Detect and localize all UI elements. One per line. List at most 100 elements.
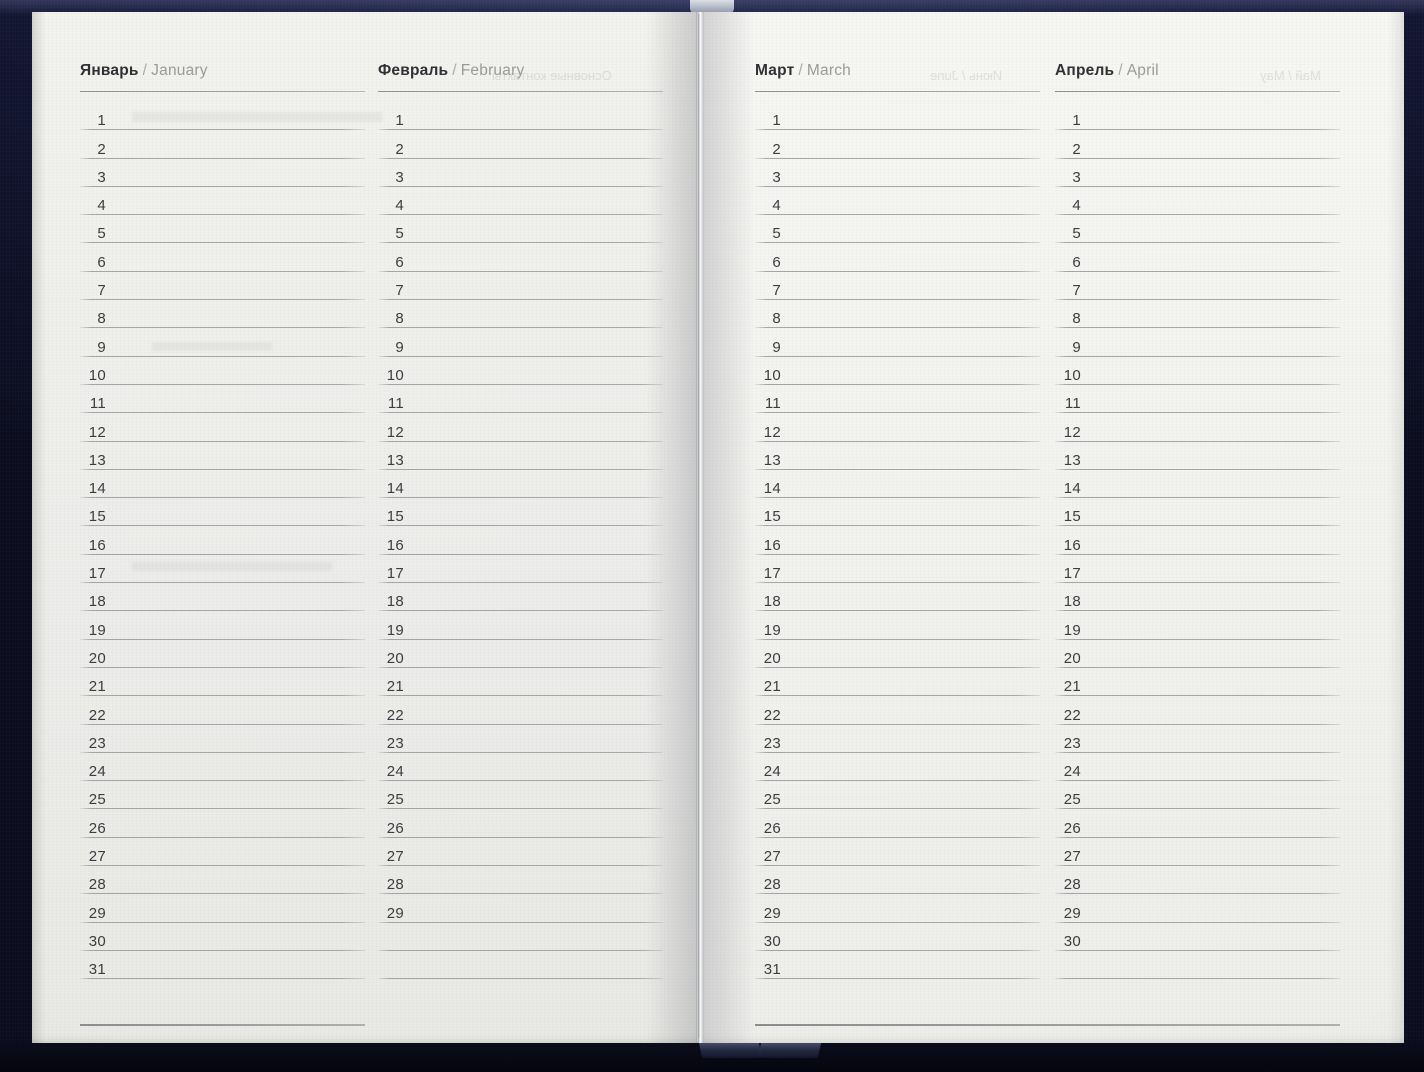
day-row[interactable]: 10 — [378, 357, 663, 385]
day-row[interactable]: 10 — [755, 357, 1040, 385]
day-row[interactable]: 22 — [80, 696, 365, 725]
day-row[interactable]: 17 — [378, 555, 663, 584]
day-row[interactable]: 21 — [80, 668, 365, 697]
day-row[interactable]: 4 — [80, 187, 365, 216]
day-row[interactable]: 18 — [80, 583, 365, 612]
day-row[interactable]: 6 — [1055, 243, 1340, 272]
day-row[interactable]: 4 — [1055, 187, 1340, 216]
day-row[interactable]: 16 — [755, 526, 1040, 555]
day-row[interactable]: 22 — [755, 696, 1040, 725]
day-row[interactable]: 1 — [80, 102, 365, 131]
day-row[interactable]: 15 — [378, 498, 663, 527]
day-row[interactable]: 10 — [80, 357, 365, 385]
day-row[interactable]: 26 — [378, 809, 663, 838]
day-row[interactable]: 17 — [80, 555, 365, 584]
day-row[interactable]: 31 — [755, 951, 1040, 980]
day-row[interactable]: 25 — [755, 781, 1040, 810]
day-row[interactable]: 13 — [378, 442, 663, 470]
day-row[interactable]: 21 — [378, 668, 663, 697]
day-row[interactable]: 6 — [378, 243, 663, 272]
day-row[interactable]: 14 — [1055, 470, 1340, 499]
day-row[interactable]: 16 — [378, 526, 663, 555]
day-row[interactable]: 26 — [80, 809, 365, 838]
day-row[interactable]: 30 — [755, 923, 1040, 951]
day-row[interactable]: 18 — [755, 583, 1040, 612]
day-row[interactable]: 26 — [755, 809, 1040, 838]
day-row[interactable]: 20 — [378, 640, 663, 668]
day-row[interactable]: 1 — [755, 102, 1040, 131]
day-row[interactable]: 12 — [755, 413, 1040, 442]
day-row[interactable]: 28 — [378, 866, 663, 895]
day-row[interactable]: 18 — [378, 583, 663, 612]
day-row[interactable]: 27 — [378, 838, 663, 867]
day-row[interactable]: 17 — [1055, 555, 1340, 584]
day-row[interactable]: 19 — [755, 611, 1040, 640]
day-row[interactable]: 25 — [80, 781, 365, 810]
day-row[interactable]: 27 — [755, 838, 1040, 867]
day-row[interactable]: 2 — [378, 130, 663, 159]
day-row[interactable]: 23 — [80, 725, 365, 753]
day-row[interactable]: 29 — [80, 894, 365, 923]
day-row[interactable]: 8 — [755, 300, 1040, 329]
day-row[interactable]: 27 — [80, 838, 365, 867]
day-row[interactable]: 9 — [1055, 328, 1340, 357]
day-row[interactable]: 14 — [80, 470, 365, 499]
day-row[interactable]: 8 — [1055, 300, 1340, 329]
day-row[interactable]: 30 — [1055, 923, 1340, 951]
day-row[interactable]: 25 — [378, 781, 663, 810]
day-row[interactable]: 11 — [1055, 385, 1340, 414]
day-row[interactable]: 31 — [80, 951, 365, 980]
day-row[interactable]: 30 — [80, 923, 365, 951]
day-row[interactable]: 13 — [1055, 442, 1340, 470]
day-row[interactable]: 11 — [378, 385, 663, 414]
day-row[interactable] — [378, 951, 663, 980]
day-row[interactable]: 20 — [80, 640, 365, 668]
day-row[interactable]: 19 — [1055, 611, 1340, 640]
day-row[interactable]: 7 — [80, 272, 365, 301]
day-row[interactable]: 24 — [755, 753, 1040, 782]
day-row[interactable]: 11 — [755, 385, 1040, 414]
day-row[interactable]: 6 — [755, 243, 1040, 272]
day-row[interactable]: 6 — [80, 243, 365, 272]
day-row[interactable]: 13 — [755, 442, 1040, 470]
day-row[interactable]: 5 — [378, 215, 663, 244]
day-row[interactable]: 19 — [378, 611, 663, 640]
day-row[interactable]: 12 — [378, 413, 663, 442]
day-row[interactable]: 13 — [80, 442, 365, 470]
day-row[interactable]: 8 — [80, 300, 365, 329]
day-row[interactable]: 3 — [1055, 159, 1340, 187]
day-row[interactable]: 29 — [755, 894, 1040, 923]
day-row[interactable]: 7 — [1055, 272, 1340, 301]
day-row[interactable]: 7 — [378, 272, 663, 301]
day-row[interactable]: 3 — [80, 159, 365, 187]
day-row[interactable]: 24 — [80, 753, 365, 782]
day-row[interactable]: 20 — [1055, 640, 1340, 668]
day-row[interactable]: 12 — [1055, 413, 1340, 442]
day-row[interactable]: 23 — [378, 725, 663, 753]
day-row[interactable]: 15 — [755, 498, 1040, 527]
day-row[interactable]: 1 — [1055, 102, 1340, 131]
day-row[interactable]: 12 — [80, 413, 365, 442]
day-row[interactable]: 2 — [80, 130, 365, 159]
day-row[interactable]: 4 — [755, 187, 1040, 216]
day-row[interactable]: 20 — [755, 640, 1040, 668]
day-row[interactable]: 21 — [1055, 668, 1340, 697]
day-row[interactable]: 19 — [80, 611, 365, 640]
day-row[interactable]: 5 — [1055, 215, 1340, 244]
day-row[interactable]: 23 — [1055, 725, 1340, 753]
day-row[interactable]: 10 — [1055, 357, 1340, 385]
day-row[interactable]: 25 — [1055, 781, 1340, 810]
day-row[interactable]: 16 — [80, 526, 365, 555]
day-row[interactable]: 14 — [378, 470, 663, 499]
day-row[interactable]: 29 — [1055, 894, 1340, 923]
day-row[interactable] — [378, 923, 663, 951]
day-row[interactable]: 21 — [755, 668, 1040, 697]
day-row[interactable]: 16 — [1055, 526, 1340, 555]
day-row[interactable] — [1055, 951, 1340, 980]
day-row[interactable]: 5 — [755, 215, 1040, 244]
day-row[interactable]: 27 — [1055, 838, 1340, 867]
day-row[interactable]: 14 — [755, 470, 1040, 499]
day-row[interactable]: 18 — [1055, 583, 1340, 612]
day-row[interactable]: 22 — [1055, 696, 1340, 725]
day-row[interactable]: 29 — [378, 894, 663, 923]
